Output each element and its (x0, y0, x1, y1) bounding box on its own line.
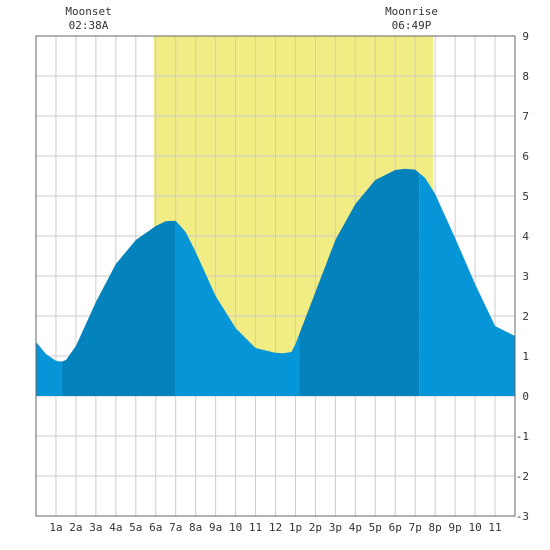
x-tick-label: 3a (89, 521, 102, 534)
x-tick-label: 6p (389, 521, 402, 534)
y-tick-label: 5 (522, 190, 529, 203)
y-tick-label: 6 (522, 150, 529, 163)
x-tick-label: 5p (369, 521, 382, 534)
frame-layer (35, 35, 516, 517)
tide-layer (36, 168, 515, 396)
x-tick-label: 7p (409, 521, 422, 534)
tide-area-rising (61, 220, 176, 396)
x-tick-label: 4p (349, 521, 362, 534)
tide-area-falling (419, 172, 515, 396)
tide-area-rising (299, 168, 420, 396)
x-tick-label: 8p (429, 521, 442, 534)
x-tick-label: 1p (289, 521, 302, 534)
y-tick-label: 9 (522, 30, 529, 43)
x-tick-label: 5a (129, 521, 142, 534)
y-tick-label: 3 (522, 270, 529, 283)
x-tick-label: 11 (249, 521, 262, 534)
x-tick-label: 6a (149, 521, 162, 534)
y-tick-label: 2 (522, 310, 529, 323)
x-tick-label: 9a (209, 521, 222, 534)
moonrise-time: 06:49P (392, 19, 432, 32)
x-tick-label: 2a (69, 521, 82, 534)
y-tick-label: 1 (522, 350, 529, 363)
y-tick-label: 4 (522, 230, 529, 243)
x-tick-label: 12 (269, 521, 282, 534)
x-tick-label: 3p (329, 521, 342, 534)
y-tick-label: 0 (522, 390, 529, 403)
x-tick-label: 8a (189, 521, 202, 534)
y-tick-label: -2 (516, 470, 529, 483)
tide-area-falling (175, 220, 300, 396)
y-tick-label: 8 (522, 70, 529, 83)
y-tick-label: -3 (516, 510, 529, 523)
x-tick-label: 10 (229, 521, 242, 534)
x-tick-label: 4a (109, 521, 122, 534)
x-tick-label: 2p (309, 521, 322, 534)
moonrise-label: Moonrise (385, 5, 438, 18)
tide-area-falling (36, 342, 62, 396)
x-tick-label: 11 (488, 521, 501, 534)
x-tick-label: 7a (169, 521, 182, 534)
moonset-label: Moonset (65, 5, 111, 18)
x-tick-label: 10 (468, 521, 481, 534)
y-tick-label: 7 (522, 110, 529, 123)
x-tick-label: 1a (49, 521, 62, 534)
x-tick-label: 9p (449, 521, 462, 534)
moonset-time: 02:38A (69, 19, 109, 32)
y-tick-label: -1 (516, 430, 529, 443)
plot-frame (35, 35, 516, 517)
